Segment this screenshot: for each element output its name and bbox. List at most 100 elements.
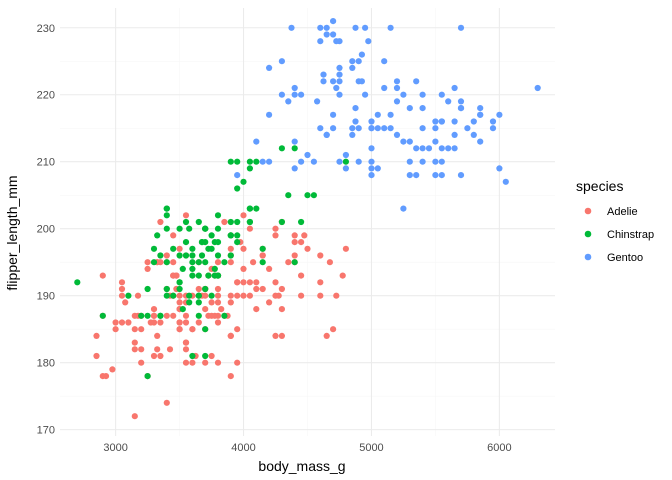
point-adelie <box>150 352 158 360</box>
point-adelie <box>227 292 234 299</box>
point-adelie <box>118 292 126 299</box>
point-adelie <box>234 279 241 286</box>
point-gentoo <box>349 131 356 138</box>
point-adelie <box>323 332 330 339</box>
point-gentoo <box>365 38 372 45</box>
point-adelie <box>298 239 305 246</box>
point-chinstrap <box>208 245 215 252</box>
point-gentoo <box>445 145 452 152</box>
point-gentoo <box>451 145 458 152</box>
point-gentoo <box>387 125 394 132</box>
point-gentoo <box>342 165 349 172</box>
point-adelie <box>195 319 202 326</box>
point-adelie <box>138 346 145 353</box>
point-adelie <box>131 413 138 420</box>
legend-label-chinstrap: Chinstrap <box>607 229 654 241</box>
point-adelie <box>240 292 247 299</box>
point-adelie <box>214 299 222 306</box>
point-gentoo <box>336 64 343 71</box>
point-adelie <box>150 306 158 313</box>
point-gentoo <box>489 125 497 132</box>
point-gentoo <box>368 165 375 172</box>
point-adelie <box>118 319 126 326</box>
point-gentoo <box>352 118 359 125</box>
point-chinstrap <box>278 218 285 226</box>
point-chinstrap <box>150 259 158 266</box>
point-gentoo <box>278 91 285 98</box>
point-chinstrap <box>186 225 193 232</box>
point-chinstrap <box>74 279 81 286</box>
point-gentoo <box>336 71 343 78</box>
point-adelie <box>157 319 164 326</box>
point-adelie <box>272 279 279 286</box>
point-adelie <box>240 212 247 219</box>
point-gentoo <box>406 172 413 179</box>
point-gentoo <box>489 118 497 125</box>
point-gentoo <box>330 125 337 132</box>
point-adelie <box>214 292 222 299</box>
y-tick-label: 170 <box>37 425 55 437</box>
minor-gridlines <box>60 8 555 436</box>
point-adelie <box>182 312 190 319</box>
point-chinstrap <box>202 352 209 360</box>
point-gentoo <box>320 78 327 85</box>
point-gentoo <box>368 145 375 152</box>
legend-label-gentoo: Gentoo <box>607 252 643 264</box>
point-adelie <box>317 252 324 259</box>
major-gridlines <box>60 8 555 436</box>
point-chinstrap <box>176 285 183 293</box>
point-gentoo <box>314 98 321 105</box>
point-chinstrap <box>221 312 228 319</box>
point-gentoo <box>291 91 298 98</box>
point-chinstrap <box>189 259 196 266</box>
point-chinstrap <box>125 292 132 299</box>
x-axis-title: body_mass_g <box>258 458 345 474</box>
point-adelie <box>109 366 116 373</box>
point-adelie <box>93 352 100 360</box>
point-gentoo <box>374 125 381 132</box>
point-chinstrap <box>234 218 241 226</box>
point-adelie <box>301 232 308 239</box>
point-gentoo <box>336 158 343 165</box>
point-gentoo <box>291 84 298 92</box>
point-gentoo <box>425 145 433 152</box>
point-adelie <box>253 306 260 313</box>
point-gentoo <box>352 24 359 31</box>
point-adelie <box>253 279 260 286</box>
point-adelie <box>259 285 266 293</box>
point-adelie <box>227 373 234 380</box>
point-chinstrap <box>189 252 196 259</box>
point-adelie <box>266 299 273 306</box>
point-chinstrap <box>144 373 151 380</box>
point-chinstrap <box>157 312 164 319</box>
point-adelie <box>278 285 285 293</box>
point-chinstrap <box>342 158 349 165</box>
point-adelie <box>272 232 279 239</box>
point-adelie <box>182 359 190 366</box>
point-gentoo <box>432 125 439 132</box>
point-adelie <box>125 319 132 326</box>
legend-label-adelie: Adelie <box>607 206 638 218</box>
point-chinstrap <box>214 252 222 259</box>
point-gentoo <box>330 31 337 38</box>
point-adelie <box>131 346 138 353</box>
point-adelie <box>214 285 222 293</box>
point-gentoo <box>438 145 445 152</box>
point-adelie <box>138 359 145 366</box>
point-chinstrap <box>214 225 222 232</box>
x-tick-label: 5000 <box>359 442 383 454</box>
point-adelie <box>122 299 129 306</box>
point-gentoo <box>349 58 356 65</box>
point-adelie <box>211 312 218 319</box>
point-gentoo <box>381 58 388 65</box>
point-adelie <box>240 279 247 286</box>
point-adelie <box>285 259 292 266</box>
point-gentoo <box>330 18 337 25</box>
point-gentoo <box>381 125 388 132</box>
point-gentoo <box>413 78 420 85</box>
point-chinstrap <box>246 165 253 172</box>
point-chinstrap <box>246 218 253 226</box>
point-gentoo <box>534 84 541 92</box>
point-adelie <box>227 259 234 266</box>
point-gentoo <box>355 125 362 132</box>
